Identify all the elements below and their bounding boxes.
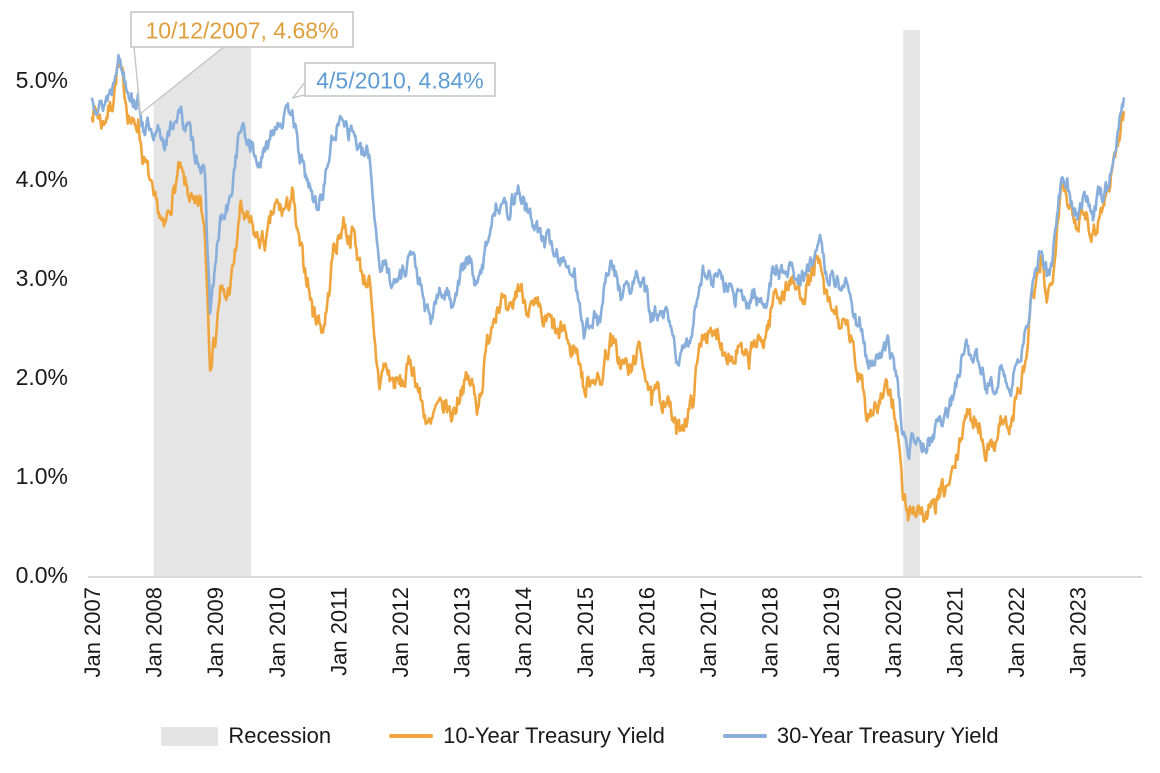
x-axis-tick-label: Jan 2010 <box>265 587 290 678</box>
x-axis-tick-label: Jan 2020 <box>881 587 906 678</box>
legend-item-10-year: 10-Year Treasury Yield <box>389 723 665 749</box>
y-axis-tick-label: 0.0% <box>16 562 68 588</box>
callout-1-box <box>130 11 354 48</box>
treasury-yield-chart: 0.0% 1.0% 2.0% 3.0% 4.0% 5.0% Jan 2007 Jan 2008… <box>16 11 1142 678</box>
x-axis-tick-label: Jan 2016 <box>634 587 659 678</box>
callout-1-label: 10/12/2007, 4.68% <box>145 18 338 44</box>
chart-legend: Recession 10-Year Treasury Yield 30-Year… <box>0 714 1160 758</box>
x-axis-tick-label: Jan 2015 <box>573 587 598 678</box>
recession-area-swatch <box>161 726 219 746</box>
legend-item-recession: Recession <box>161 723 331 749</box>
x-axis-tick-label: Jan 2011 <box>326 587 351 676</box>
x-axis-tick-label: Jan 2007 <box>80 587 105 678</box>
x-axis-tick-label: Jan 2012 <box>388 587 413 678</box>
y-axis-tick-label: 5.0% <box>16 67 68 93</box>
y-axis-tick-label: 1.0% <box>16 463 68 489</box>
x-axis-tick-label: Jan 2023 <box>1066 587 1091 678</box>
thirty-year-line-swatch <box>722 734 767 738</box>
x-axis-tick-label: Jan 2019 <box>819 587 844 678</box>
x-axis-tick-label: Jan 2021 <box>942 587 967 678</box>
series-line-10-year-treasury-yield <box>90 62 1126 523</box>
y-axis-tick-label: 2.0% <box>16 364 68 390</box>
callout-2-label: 4/5/2010, 4.84% <box>316 68 484 94</box>
y-axis-tick-label: 3.0% <box>16 265 68 291</box>
callout-2-box <box>304 62 496 97</box>
legend-label-recession: Recession <box>228 723 332 748</box>
x-axis-tick-label: Jan 2018 <box>758 587 783 678</box>
x-axis-tick-label: Jan 2009 <box>203 587 228 678</box>
x-axis-tick-label: Jan 2008 <box>142 587 167 678</box>
x-axis-tick-label: Jan 2014 <box>511 587 536 678</box>
series-line-30-year-treasury-yield <box>90 53 1126 460</box>
x-axis-tick-label: Jan 2013 <box>450 587 475 678</box>
recession-band-1 <box>153 30 252 576</box>
ten-year-line-swatch <box>389 734 434 738</box>
x-axis-tick-label: Jan 2022 <box>1004 587 1029 678</box>
x-axis-tick-label: Jan 2017 <box>696 587 721 678</box>
legend-label-10-year: 10-Year Treasury Yield <box>443 723 665 748</box>
legend-item-30-year: 30-Year Treasury Yield <box>722 723 999 749</box>
y-axis-tick-label: 4.0% <box>16 166 68 192</box>
legend-label-30-year: 30-Year Treasury Yield <box>776 723 999 748</box>
